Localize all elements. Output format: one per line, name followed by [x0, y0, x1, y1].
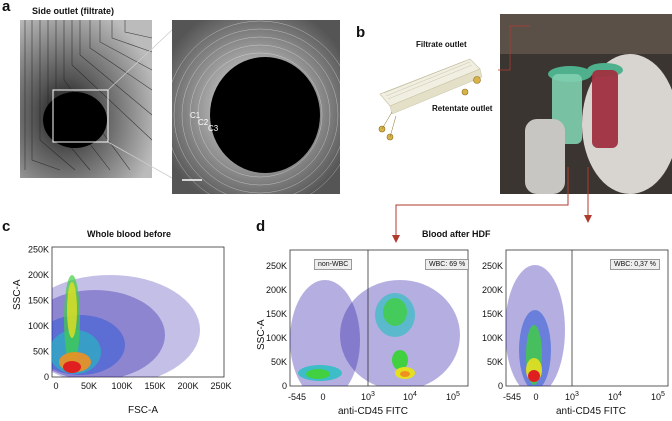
y-tick-label: 200K	[482, 285, 503, 295]
panel-a-title: Side outlet (filtrate)	[32, 6, 115, 16]
panel-letter-c: c	[2, 218, 11, 235]
retentate-tube	[592, 70, 618, 148]
x-tick-label: 250K	[210, 381, 231, 391]
panel-d-title: Blood after HDF	[422, 229, 491, 239]
panel-letter-b: b	[356, 24, 366, 41]
y-tick-label: 250K	[28, 245, 49, 255]
zoom-box	[52, 89, 109, 143]
non-wbc-gate-label: non-WBC	[314, 259, 353, 270]
channel-label-c2: C2	[198, 118, 209, 127]
density-cloud	[52, 275, 200, 377]
x-tick-label: 150K	[144, 381, 165, 391]
microfluidic-chip	[378, 58, 483, 141]
x-tick-label: 0	[533, 392, 538, 402]
y-tick-label: 250K	[482, 261, 503, 271]
outlet-hole-overview	[43, 92, 107, 148]
outlet-hole-zoom	[210, 57, 320, 173]
x-tick-label: 100K	[111, 381, 132, 391]
y-tick-label: 200K	[28, 270, 49, 280]
panel-c-title: Whole blood before	[87, 229, 171, 239]
y-tick-label: 100K	[28, 321, 49, 331]
y-tick-label: 100K	[266, 333, 287, 343]
y-tick-label: 0	[282, 381, 287, 391]
y-tick-label: 50K	[33, 347, 49, 357]
x-tick-label: 50K	[81, 381, 97, 391]
x-tick-label: -545	[503, 392, 521, 402]
x-tick-label: 104	[608, 391, 622, 402]
x-tick-label: 0	[320, 392, 325, 402]
y-tick-label: 0	[44, 372, 49, 382]
y-tick-label: 50K	[271, 357, 287, 367]
channel-label-c1: C1	[190, 111, 201, 120]
panel-d-right-xlabel: anti-CD45 FITC	[556, 406, 627, 417]
panel-letter-d: d	[256, 218, 266, 235]
panel-c-ylabel: SSC-A	[12, 279, 23, 310]
retentate-outlet-port	[461, 88, 469, 96]
x-tick-label: 105	[446, 391, 460, 402]
x-tick-label: 103	[565, 391, 579, 402]
x-tick-label: -545	[288, 392, 306, 402]
x-tick-label: 103	[361, 391, 375, 402]
panel-c-xlabel: FSC-A	[128, 405, 158, 416]
y-tick-label: 50K	[487, 357, 503, 367]
y-tick-label: 150K	[266, 309, 287, 319]
connector-arrows	[392, 167, 592, 243]
x-tick-label: 105	[651, 391, 665, 402]
filtrate-outlet-port	[473, 76, 481, 84]
left-density-cloud	[290, 280, 460, 386]
y-tick-label: 250K	[266, 261, 287, 271]
channel-label-c3: C3	[208, 124, 219, 133]
retentate-outlet-label: Retentate outlet	[432, 104, 493, 113]
after-hdf-plots: 0 50K 100K 150K 200K 250K 0 50K 100K 150K 200K 250K…	[266, 249, 669, 402]
device-and-tubes	[378, 14, 672, 194]
whole-blood-plot: 0 50K 100K 150K 200K 250K 0 50K 100K 150K 200K 250…	[28, 245, 232, 391]
y-tick-label: 150K	[28, 296, 49, 306]
microscope-images	[20, 20, 340, 198]
y-tick-label: 200K	[266, 285, 287, 295]
right-density-cloud	[506, 265, 565, 386]
wbc-gate-label-left: WBC: 69 %	[425, 259, 470, 270]
filtrate-outlet-label: Filtrate outlet	[416, 40, 467, 49]
panel-d-ylabel: SSC-A	[256, 319, 267, 350]
panel-letter-a: a	[2, 0, 11, 15]
wbc-gate-label-right: WBC: 0,37 %	[610, 259, 661, 270]
panel-d-left-xlabel: anti-CD45 FITC	[338, 406, 409, 417]
y-tick-label: 100K	[482, 333, 503, 343]
y-tick-label: 0	[498, 381, 503, 391]
y-tick-label: 150K	[482, 309, 503, 319]
x-tick-label: 104	[403, 391, 417, 402]
x-tick-label: 200K	[177, 381, 198, 391]
x-tick-label: 0	[53, 381, 58, 391]
